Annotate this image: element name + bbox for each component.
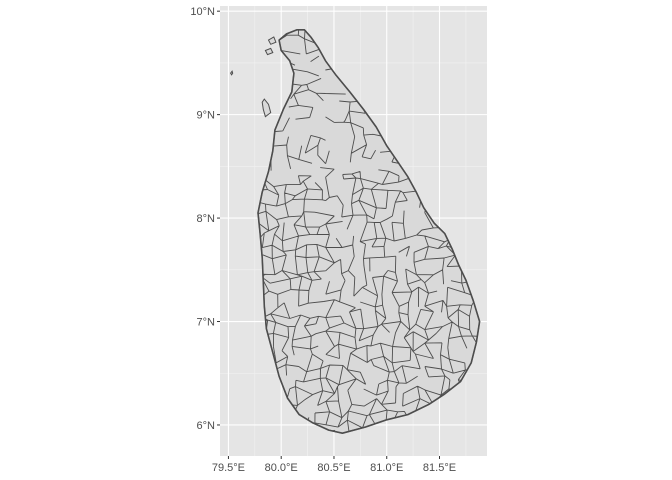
y-tick-label: 7°N (197, 317, 216, 329)
x-tick-label: 79.5°E (212, 462, 245, 474)
x-tick-label: 81.0°E (370, 462, 403, 474)
x-tick-label: 81.5°E (423, 462, 456, 474)
x-tick-label: 80.5°E (317, 462, 350, 474)
y-tick-label: 10°N (190, 6, 215, 18)
island (229, 70, 234, 76)
y-axis: 6°N 7°N 8°N 9°N 10°N (190, 6, 220, 432)
x-axis: 79.5°E 80.0°E 80.5°E 81.0°E 81.5°E (212, 456, 456, 474)
y-tick-label: 6°N (197, 420, 216, 432)
coastline (257, 29, 481, 434)
x-tick-label: 80.0°E (265, 462, 298, 474)
island (267, 36, 277, 45)
kalpitiya-peninsula (261, 98, 272, 118)
island (264, 47, 274, 56)
y-tick-label: 8°N (197, 213, 216, 225)
y-tick-label: 9°N (197, 110, 216, 122)
